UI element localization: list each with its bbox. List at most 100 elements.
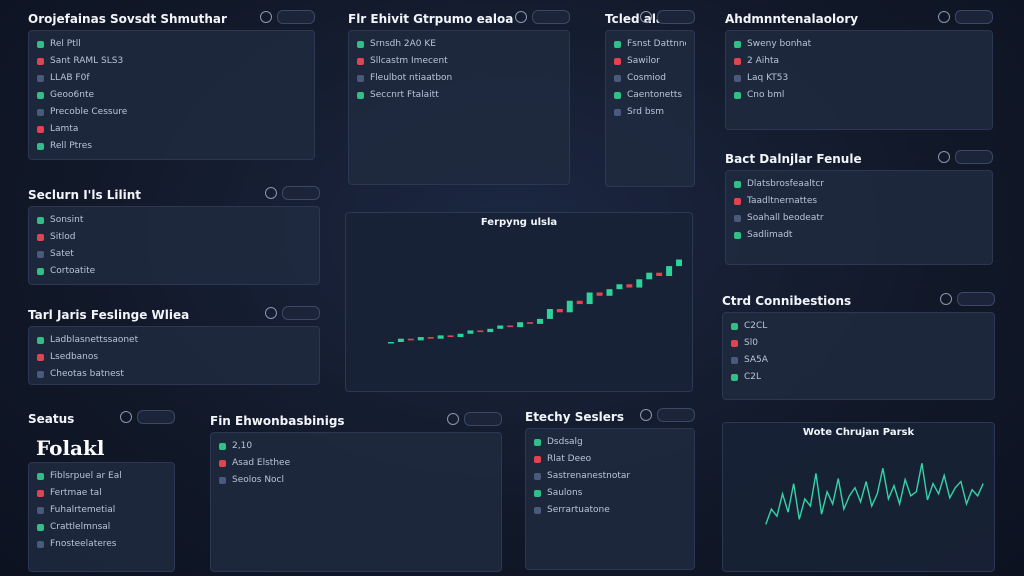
panel-title: Tarl Jaris Feslinge Wliea <box>28 308 190 322</box>
candle <box>646 272 653 280</box>
candle <box>457 333 464 338</box>
panel-button[interactable] <box>120 410 175 424</box>
candle <box>447 335 454 338</box>
row-text: Sawilor <box>614 56 686 66</box>
panel-button[interactable] <box>515 10 570 24</box>
row-text: 2,10 <box>219 441 493 451</box>
row-text: Soahall beodeatr <box>734 213 984 223</box>
panel: Tarl Jaris Feslinge Wliea Ladblasnettssao… <box>28 306 320 385</box>
panel-title: Flr Ehivit Gtrpumo ealoa <box>348 12 514 26</box>
row-text: Satet <box>37 249 311 259</box>
row-text: Fleulbot ntiaatbon <box>357 73 561 83</box>
candle <box>527 322 534 324</box>
panel: Seatus Fiblsrpuel ar Eal Fertmae tal Fuhalr… <box>28 410 175 572</box>
candle <box>517 322 524 328</box>
row-list: Srnsdh 2A0 KE Sllcastm Imecent Fleulbot nt… <box>357 39 561 100</box>
candle <box>636 279 643 288</box>
candle <box>437 335 444 339</box>
panel-button[interactable] <box>260 10 315 24</box>
row-list: Sonsint Sitlod Satet Cortoatite <box>37 215 311 276</box>
row-list: Ladblasnettssaonet Lsedbanos Cheotas batne… <box>37 335 311 379</box>
panel-card: Ladblasnettssaonet Lsedbanos Cheotas batne… <box>28 326 320 385</box>
panel-button[interactable] <box>265 186 320 200</box>
candle <box>427 337 434 339</box>
panel: Fin Ehwonbasbinigs 2,10 Asad Elsthee Seolos… <box>210 412 502 572</box>
panel-title: Ahdmnntenalaolory <box>725 12 859 26</box>
row-list: Rel Ptll Sant RAML SLS3 LLAB F0f Geoo6nte Pr… <box>37 39 306 151</box>
chart-title: Wote Chrujan Parsk <box>802 427 915 438</box>
row-list: C2CL Sl0 SA5A C2L <box>731 321 986 382</box>
panel: Seclurn I'ls Lilint Sonsint Sitlod Satet Cor… <box>28 186 320 285</box>
row-list: Fsnst Dattnnen Sawilor Cosmiod Caentonetts S… <box>614 39 686 117</box>
row-text: Serrartuatone <box>534 505 686 515</box>
row-text: Sonsint <box>37 215 311 225</box>
row-text: Caentonetts <box>614 90 686 100</box>
row-text: Cosmiod <box>614 73 686 83</box>
panel-title: Seclurn I'ls Lilint <box>28 188 142 202</box>
line <box>765 463 984 525</box>
candle <box>676 259 683 267</box>
panel-card: C2CL Sl0 SA5A C2L <box>722 312 995 400</box>
row-text: Dlatsbrosfeaaltcr <box>734 179 984 189</box>
row-text: Asad Elsthee <box>219 458 493 468</box>
panel-card: Sonsint Sitlod Satet Cortoatite <box>28 206 320 285</box>
candle <box>387 342 394 344</box>
row-text: Rel Ptll <box>37 39 306 49</box>
candle <box>566 300 573 313</box>
panel: Tcled ala Fsnst Dattnnen Sawilor Cosmiod Cae… <box>605 10 695 187</box>
row-list: Dsdsalg Rlat Deeo Sastrenanestnotar Saulons… <box>534 437 686 515</box>
row-text: Laq KT53 <box>734 73 984 83</box>
panel: Etechy Seslers Dsdsalg Rlat Deeo Sastrenane… <box>525 408 695 570</box>
chart-svg <box>387 259 683 344</box>
row-text: Precoble Cessure <box>37 107 306 117</box>
panel-button[interactable] <box>265 306 320 320</box>
candle <box>666 266 673 276</box>
row-text: Fnosteelateres <box>37 539 166 549</box>
candle <box>616 284 623 290</box>
row-text: Sant RAML SLS3 <box>37 56 306 66</box>
panel-card: Srnsdh 2A0 KE Sllcastm Imecent Fleulbot nt… <box>348 30 570 185</box>
row-text: Sastrenanestnotar <box>534 471 686 481</box>
chart-title: Ferpyng ulsla <box>480 217 558 228</box>
panel: Orojefainas Sovsdt Shmuthar Rel Ptll Sant … <box>28 10 315 160</box>
panel-card: Sweny bonhat 2 Aihta Laq KT53 Cno bml <box>725 30 993 130</box>
candle <box>397 338 404 342</box>
row-text: Lsedbanos <box>37 352 311 362</box>
row-text: Srd bsm <box>614 107 686 117</box>
candle <box>507 325 514 328</box>
row-text: Dsdsalg <box>534 437 686 447</box>
row-text: SA5A <box>731 355 986 365</box>
panel: Flr Ehivit Gtrpumo ealoa Srnsdh 2A0 KE Sll… <box>348 10 570 185</box>
panel-button[interactable] <box>938 150 993 164</box>
row-text: Saulons <box>534 488 686 498</box>
panel-button[interactable] <box>940 292 995 306</box>
chart-panel: Ferpyng ulsla <box>345 212 693 392</box>
candle <box>576 300 583 305</box>
panel-button[interactable] <box>938 10 993 24</box>
candle <box>596 292 603 296</box>
candle <box>546 309 553 319</box>
panel-title: Tcled ala <box>605 12 665 26</box>
panel-card: 2,10 Asad Elsthee Seolos Nocl <box>210 432 502 572</box>
panel: Ctrd Connibestions C2CL Sl0 SA5A C2L <box>722 292 995 400</box>
panel-button[interactable] <box>447 412 502 426</box>
panel-title: Orojefainas Sovsdt Shmuthar <box>28 12 227 26</box>
row-list: Sweny bonhat 2 Aihta Laq KT53 Cno bml <box>734 39 984 100</box>
row-text: Sl0 <box>731 338 986 348</box>
row-text: C2L <box>731 372 986 382</box>
panel: Bact Dalnjlar Fenule Dlatsbrosfeaaltcr Taa… <box>725 150 993 265</box>
panel: Ahdmnntenalaolory Sweny bonhat 2 Aihta Laq … <box>725 10 993 130</box>
candle <box>467 330 474 334</box>
row-text: Sitlod <box>37 232 311 242</box>
panel-card: Fiblsrpuel ar Eal Fertmae tal Fuhalrtemeti… <box>28 462 175 572</box>
candle <box>536 318 543 324</box>
row-text: Fsnst Dattnnen <box>614 39 686 49</box>
panel-button[interactable] <box>640 408 695 422</box>
row-text: LLAB F0f <box>37 73 306 83</box>
row-text: Fiblsrpuel ar Eal <box>37 471 166 481</box>
panel-card: Fsnst Dattnnen Sawilor Cosmiod Caentonetts S… <box>605 30 695 187</box>
candle <box>417 337 424 341</box>
row-list: 2,10 Asad Elsthee Seolos Nocl <box>219 441 493 485</box>
panel-button[interactable] <box>640 10 695 24</box>
big-label: Folakl <box>36 436 105 460</box>
